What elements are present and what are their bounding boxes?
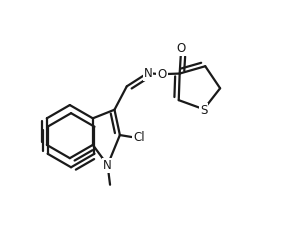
Text: Cl: Cl xyxy=(133,131,145,143)
Text: N: N xyxy=(144,67,153,80)
Text: S: S xyxy=(200,104,207,117)
Text: O: O xyxy=(176,43,185,55)
Text: O: O xyxy=(157,68,167,80)
Text: N: N xyxy=(103,159,112,171)
